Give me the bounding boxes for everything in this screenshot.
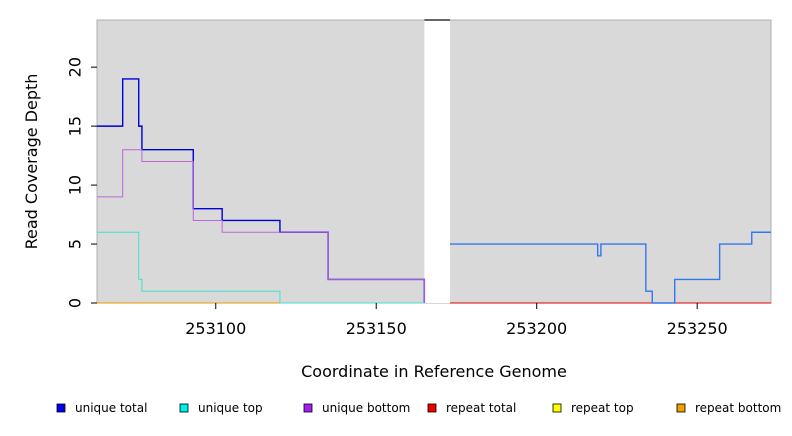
axis-layer: 0 5 10 15 20 253100 253150 253200 253250 [66, 57, 728, 338]
series-line-unique-top [97, 231, 425, 304]
legend: unique total unique top unique bottom repea… [56, 401, 781, 415]
legend-label: repeat top [571, 401, 634, 415]
legend-swatch [303, 403, 313, 413]
legend-swatch [427, 403, 437, 413]
series-layer [97, 78, 771, 304]
legend-swatch [676, 403, 686, 413]
x-tick-label: 253150 [346, 319, 407, 338]
x-axis-title: Coordinate in Reference Genome [301, 362, 567, 381]
series-line-6 [450, 231, 771, 304]
y-axis-title: Read Coverage Depth [22, 74, 41, 250]
legend-swatch [56, 403, 66, 413]
legend-label: unique top [198, 401, 263, 415]
y-tick-label: 15 [66, 116, 85, 136]
gap-layer [424, 19, 451, 303]
y-tick-label: 10 [66, 175, 85, 195]
y-tick-label: 5 [66, 239, 85, 249]
y-tick-label: 20 [66, 57, 85, 77]
legend-label: repeat total [446, 401, 516, 415]
series-line-unique-bottom [97, 149, 425, 303]
x-tick-label: 253200 [506, 319, 567, 338]
legend-label: unique bottom [322, 401, 410, 415]
legend-swatch [179, 403, 189, 413]
x-tick-label: 253100 [185, 319, 246, 338]
x-tick-label: 253250 [667, 319, 728, 338]
gap-region [424, 20, 451, 303]
y-tick-label: 0 [66, 298, 85, 308]
legend-label: unique total [75, 401, 147, 415]
legend-label: repeat bottom [695, 401, 781, 415]
legend-swatch [552, 403, 562, 413]
